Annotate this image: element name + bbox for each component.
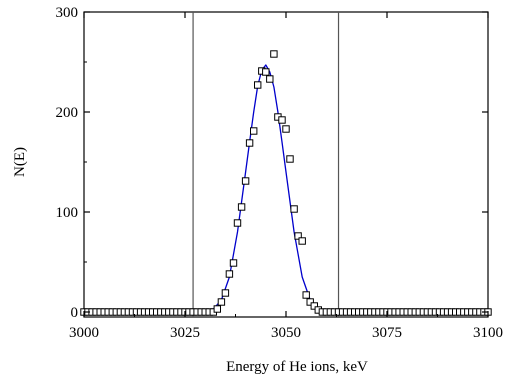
y-tick-label: 300	[56, 5, 79, 21]
x-tick-label: 3075	[372, 325, 402, 341]
data-point	[278, 116, 286, 124]
axis-ticks: 3000 3025 3050 3075 3100 0 100 200 300	[56, 5, 504, 341]
data-point	[298, 237, 306, 245]
data-point	[262, 68, 270, 76]
y-tick-label: 200	[56, 105, 79, 121]
x-tick-label: 3025	[170, 325, 200, 341]
x-axis-title: Energy of He ions, keV	[226, 359, 368, 375]
data-point	[233, 219, 242, 227]
data-point	[302, 291, 310, 299]
data-point	[286, 155, 294, 163]
data-point	[241, 177, 250, 185]
data-point	[250, 127, 258, 135]
data-point	[217, 298, 226, 306]
data-markers	[80, 50, 492, 316]
data-point	[213, 305, 222, 313]
fit-curve-group	[204, 64, 335, 313]
data-point	[229, 259, 238, 267]
x-tick-label: 3000	[69, 325, 99, 341]
plot-frame	[83, 11, 489, 318]
data-point	[290, 205, 298, 213]
reference-lines	[192, 12, 340, 317]
x-tick-label: 3100	[473, 325, 503, 341]
fit-curve	[204, 64, 335, 313]
data-point	[306, 298, 314, 306]
data-point	[310, 302, 319, 310]
data-point	[221, 289, 230, 297]
data-point	[254, 81, 262, 89]
plot-border	[83, 11, 489, 318]
y-tick-label: 0	[71, 305, 79, 321]
x-tick-label: 3050	[271, 325, 301, 341]
data-point	[294, 232, 302, 240]
data-point	[237, 203, 246, 211]
data-point	[266, 75, 274, 83]
data-point	[270, 50, 278, 58]
y-axis-title: N(E)	[12, 147, 28, 177]
data-point	[282, 125, 290, 133]
y-tick-label: 100	[56, 205, 79, 221]
data-point	[225, 270, 234, 278]
data-point	[245, 139, 254, 147]
